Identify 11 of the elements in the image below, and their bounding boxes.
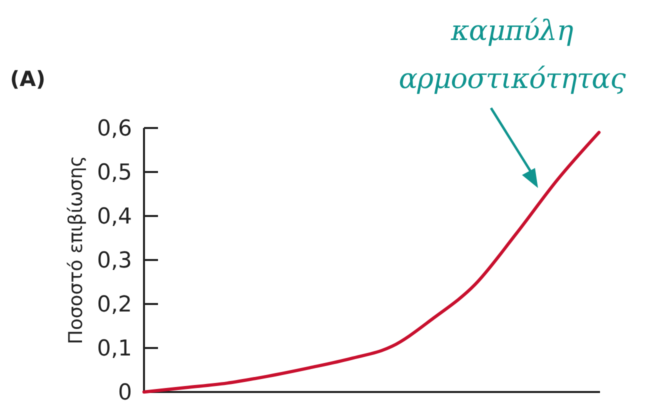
line-series <box>142 130 601 394</box>
chart-title: (A) <box>10 67 46 91</box>
y-tick-label: 0,2 <box>97 292 132 318</box>
y-axis-title: Ποσοστό επιβίωσης <box>65 156 87 344</box>
y-tick-label: 0,1 <box>97 336 132 362</box>
y-tick-label: 0,4 <box>97 204 132 230</box>
y-tick-label: 0,5 <box>97 160 132 186</box>
y-tick-label: 0,6 <box>97 116 132 142</box>
y-tick-label: 0,3 <box>97 248 132 274</box>
y-tick-label: 0 <box>118 380 132 402</box>
text: καμπύλη αρμοστικότητας <box>398 14 626 95</box>
